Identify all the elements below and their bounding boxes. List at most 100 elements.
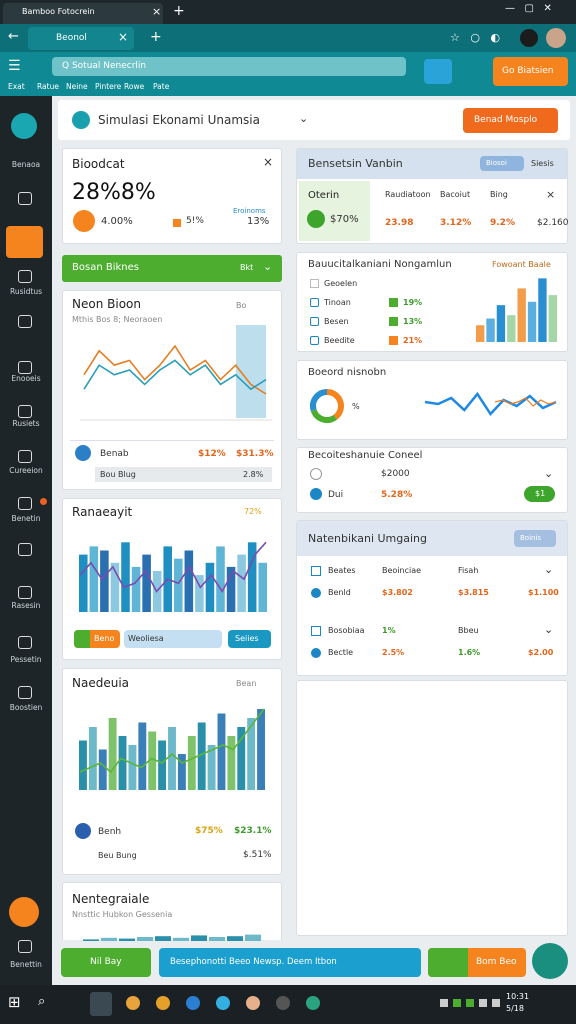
cta-button[interactable] [493,57,568,86]
status-bar[interactable] [159,948,421,977]
card-meta: 72% [244,507,262,516]
tray-icon [479,999,487,1007]
chevron[interactable]: ⌄ [263,260,273,273]
section-meta: Bkt [240,263,254,272]
close[interactable]: × [546,188,556,201]
nav-label: Benettin [10,960,42,969]
back-button[interactable]: ← [8,29,19,44]
value: 13% [247,216,270,227]
legend-label: Beedite [324,336,355,345]
nav-icon[interactable] [18,543,32,556]
button[interactable] [228,630,271,648]
menu-icon[interactable]: ☰ [8,58,21,74]
value: $2000 [381,469,410,479]
nav-icon[interactable] [18,361,32,374]
search[interactable]: ⌕ [38,994,46,1009]
cell: $2.00 [528,648,554,657]
time: 10:31 [506,992,530,1001]
button-label: Seiies [235,634,259,643]
menu-item: Pintere [95,82,122,91]
fab[interactable] [9,897,39,927]
nav-icon[interactable] [18,586,32,599]
legend-swatch [389,298,398,307]
avatar[interactable] [546,28,566,48]
nav-icon[interactable] [18,270,32,283]
taskbar-app [306,996,320,1010]
nav-icon[interactable] [18,192,32,205]
primary-button-label: Benad Mosplo [474,115,538,125]
label: Benh [98,827,122,837]
card [62,882,282,942]
row [95,467,272,482]
button-label: Nil Bay [90,957,122,967]
pill[interactable] [480,156,524,171]
column-label: Raudiatoon [385,190,431,199]
pill[interactable] [514,530,556,547]
meta: Siesis [531,159,554,168]
nav-label: Rusidtus [10,287,42,296]
dropdown[interactable]: ⌄ [299,112,309,125]
start[interactable]: ⊞ [8,993,21,1011]
label: Dui [328,490,344,500]
nav-icon[interactable] [18,405,32,418]
legend-value: 19% [403,298,423,307]
nav-icon[interactable] [18,315,32,328]
active-nav[interactable] [6,226,43,258]
legend-swatch [310,279,319,288]
icon [173,219,181,227]
nav-icon[interactable] [18,497,32,510]
search-bar[interactable] [52,57,406,76]
tab-close[interactable]: × [152,5,162,18]
cell: Bbeu [458,626,479,635]
date: 5/18 [506,1004,524,1013]
taskbar-app[interactable] [90,992,112,1016]
status-text: Besephonotti Beeo Newsp. Deem Itbon [170,957,337,967]
nav-label: Boostien [9,703,43,712]
radio[interactable] [310,488,322,500]
menu-item: Ratue [37,82,59,91]
profile[interactable] [520,29,538,47]
tag: Eroinoms [233,207,266,215]
primary-button[interactable] [463,108,558,133]
toggle[interactable] [524,486,555,502]
column-value: $2.160 [537,218,569,228]
card-title: Natenbikani Umgaing [308,532,428,545]
active-tab[interactable] [28,27,134,50]
button[interactable] [61,948,151,977]
browser-tab[interactable] [3,3,163,24]
card-title: Ranaeayit [72,505,133,519]
nav-icon[interactable] [18,450,32,463]
cell: 2.5% [382,648,405,657]
label: Beu Bung [98,851,137,860]
legend-label: Geoelen [324,279,358,288]
new-tab[interactable]: + [150,29,162,45]
toolbar-icons[interactable]: ☆ ○ ◐ [450,31,501,44]
value: 5!% [186,216,204,226]
nav-icon[interactable] [18,940,32,953]
nav-icon[interactable] [18,636,32,649]
field[interactable] [124,630,222,648]
cell: Beoinciae [382,566,422,575]
fab[interactable] [532,943,568,979]
radio[interactable] [310,468,322,480]
chevron[interactable]: ⌄ [544,467,554,480]
taskbar-app [276,996,290,1010]
row-icon [311,588,321,598]
new-tab[interactable]: + [173,3,185,19]
value: $12% [198,449,226,459]
legend-icon [310,336,319,345]
section-header[interactable] [62,255,282,282]
tab-close[interactable]: × [118,30,129,44]
icon-button[interactable] [424,59,452,84]
card-title: Boeord nisnobn [308,367,387,378]
nav-icon[interactable] [18,686,32,699]
tab-title: Bamboo Fotocrein [22,7,95,16]
section-title: Bosan Biknes [72,262,139,273]
column-value: 9.2% [490,218,515,228]
close[interactable]: × [263,155,274,169]
window-controls[interactable]: — ▢ ✕ [505,3,552,14]
cell: Bosobiaa [328,626,365,635]
icon [75,445,91,461]
cell: Fisah [458,566,479,575]
taskbar-app [156,996,170,1010]
